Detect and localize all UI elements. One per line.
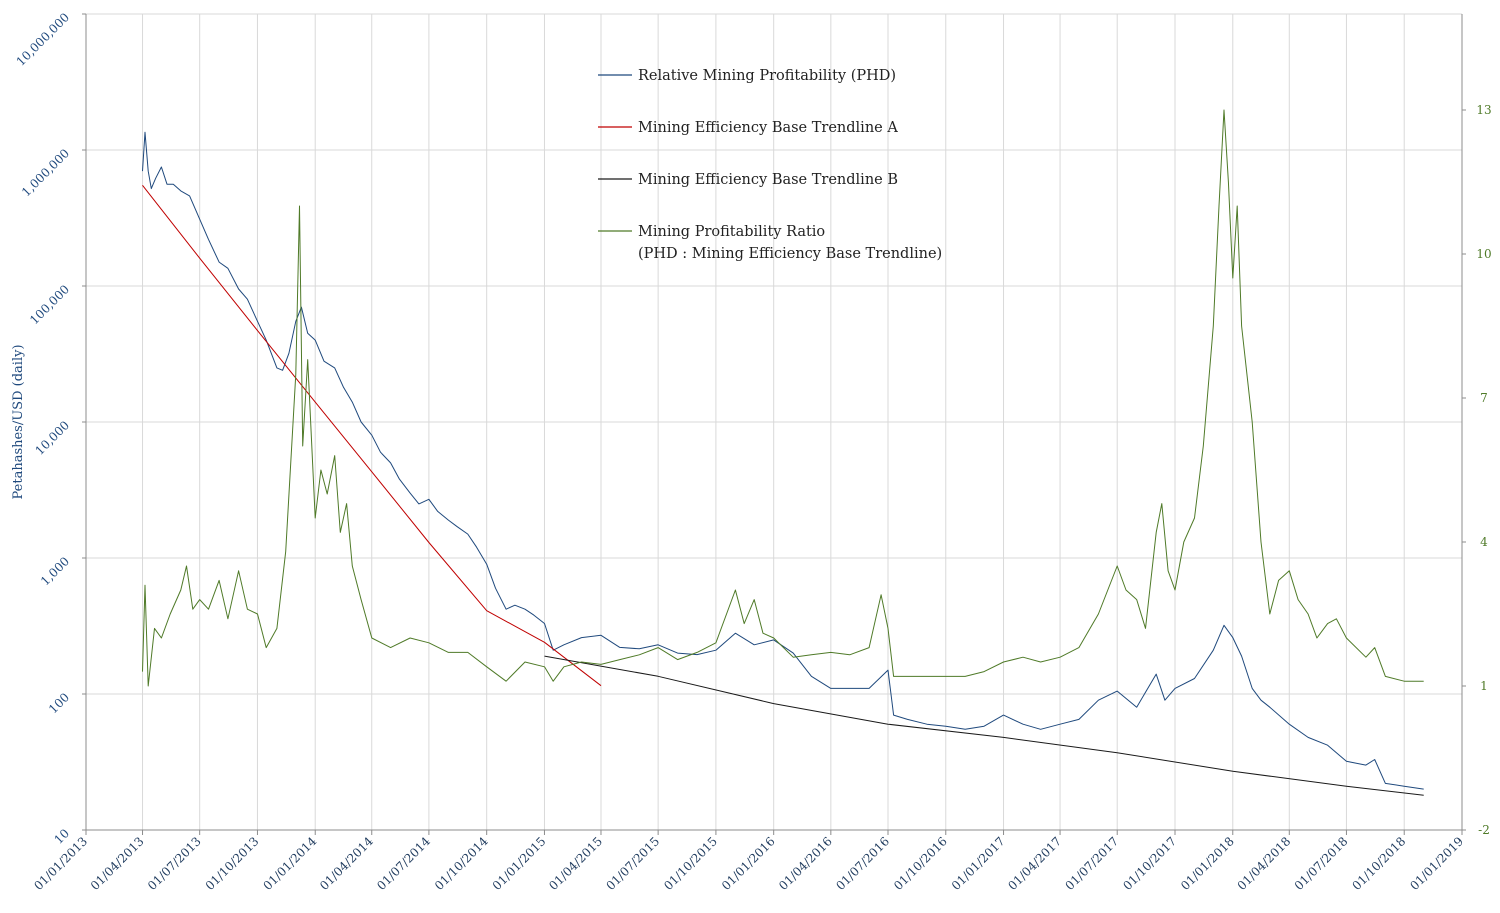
y-left-tick-label: 10,000 — [33, 418, 73, 458]
x-tick-label: 01/01/2019 — [1407, 834, 1466, 893]
y-left-tick-label: 1,000,000 — [19, 146, 72, 199]
phd-series-line — [142, 131, 1424, 790]
profitability-ratio-line — [142, 109, 1424, 687]
y-right-tick-label: 7 — [1480, 391, 1488, 405]
y-left-tick-label: 10 — [51, 826, 72, 847]
x-tick-label: 01/10/2014 — [432, 834, 491, 893]
x-tick-label: 01/07/2016 — [833, 834, 892, 893]
x-tick-label: 01/01/2017 — [949, 834, 1008, 893]
x-tick-label: 01/10/2016 — [891, 834, 950, 893]
x-tick-label: 01/04/2014 — [317, 834, 376, 893]
legend-label: Mining Efficiency Base Trendline B — [638, 172, 898, 188]
x-tick-label: 01/04/2016 — [776, 834, 835, 893]
trendline-b-line — [544, 655, 1424, 796]
x-tick-label: 01/01/2015 — [490, 834, 549, 893]
y-right-tick-label: 13 — [1476, 103, 1491, 117]
legend: Relative Mining Profitability (PHD) Minin… — [598, 68, 942, 262]
y-left-tick-label: 100,000 — [27, 282, 72, 327]
y-left-tick-label: 1,000 — [38, 554, 72, 588]
x-tick-label: 01/07/2013 — [145, 834, 204, 893]
axes: 01/01/201301/04/201301/07/201301/10/2013… — [14, 10, 1492, 893]
x-tick-label: 01/10/2017 — [1120, 834, 1179, 893]
x-tick-label: 01/07/2014 — [374, 834, 433, 893]
x-tick-label: 01/01/2018 — [1178, 834, 1237, 893]
y-right-tick-label: 10 — [1476, 247, 1491, 261]
x-tick-label: 01/01/2014 — [261, 834, 320, 893]
legend-label-line2: (PHD : Mining Efficiency Base Trendline) — [638, 246, 942, 262]
x-tick-label: 01/07/2015 — [603, 834, 662, 893]
legend-label: Relative Mining Profitability (PHD) — [638, 68, 896, 84]
x-tick-label: 01/04/2015 — [546, 834, 605, 893]
x-tick-label: 01/04/2017 — [1005, 834, 1064, 893]
y-left-tick-label: 10,000,000 — [14, 10, 72, 68]
x-tick-label: 01/10/2015 — [661, 834, 720, 893]
x-tick-label: 01/04/2013 — [88, 834, 147, 893]
x-tick-label: 01/07/2017 — [1063, 834, 1122, 893]
y-axis-label-left: Petahashes/USD (daily) — [11, 344, 26, 499]
y-right-tick-label: 1 — [1480, 679, 1488, 693]
y-left-tick-label: 100 — [46, 690, 72, 716]
y-right-tick-label: 4 — [1480, 535, 1488, 549]
legend-label: Mining Profitability Ratio — [638, 224, 825, 240]
trendline-a-line — [142, 184, 602, 687]
grid — [85, 13, 1463, 831]
legend-label: Mining Efficiency Base Trendline A — [638, 120, 898, 136]
x-tick-label: 01/04/2018 — [1235, 834, 1294, 893]
x-tick-label: 01/10/2013 — [203, 834, 262, 893]
x-tick-label: 01/01/2016 — [719, 834, 778, 893]
y-right-tick-label: -2 — [1478, 823, 1490, 837]
x-tick-label: 01/07/2018 — [1292, 834, 1351, 893]
x-tick-label: 01/10/2018 — [1350, 834, 1409, 893]
series-lines — [142, 109, 1424, 796]
